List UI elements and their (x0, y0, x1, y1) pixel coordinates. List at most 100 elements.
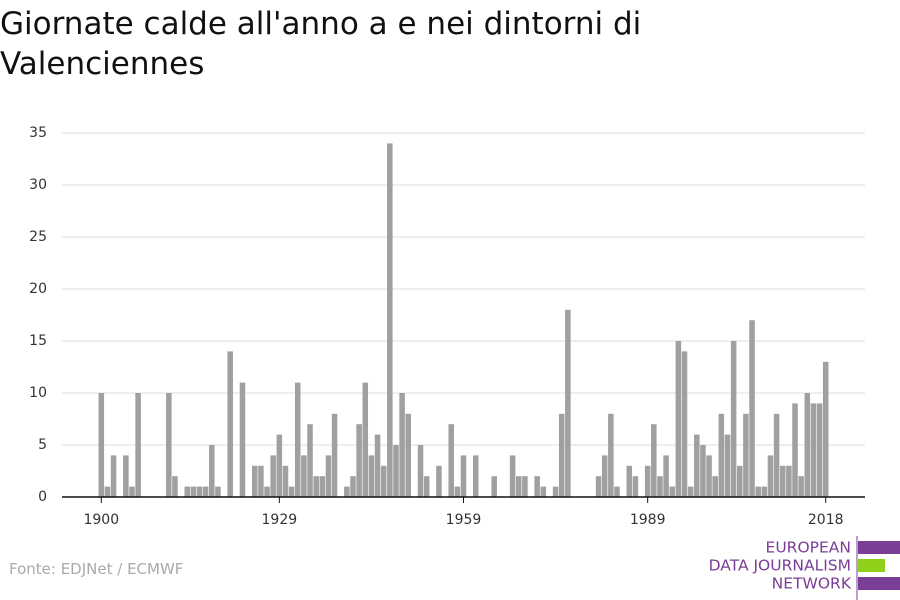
bar (135, 393, 141, 497)
bar (368, 455, 375, 497)
bar (123, 455, 129, 497)
bar (565, 309, 571, 497)
bar (792, 403, 798, 497)
bar (718, 413, 725, 497)
bar (362, 382, 369, 497)
bar (387, 143, 393, 497)
bar (227, 351, 233, 497)
bar (663, 455, 669, 497)
y-tick-label: 15 (29, 333, 47, 349)
bar (393, 445, 399, 497)
bar (460, 455, 467, 497)
bar (110, 455, 117, 497)
logo-text: NETWORK (772, 575, 852, 593)
bar (288, 486, 295, 497)
bar (313, 476, 319, 497)
y-tick-label: 5 (38, 437, 47, 453)
bar (773, 413, 780, 497)
bar (215, 486, 221, 497)
bar (436, 465, 442, 497)
bar (712, 476, 718, 497)
bar (264, 486, 270, 497)
y-tick-label: 25 (29, 229, 47, 245)
bar (822, 361, 829, 497)
bar (319, 476, 326, 497)
bar (681, 351, 688, 497)
bar (669, 486, 675, 497)
bar (184, 486, 191, 497)
bar (325, 455, 332, 497)
source: Fonte: EDJNet / ECMWF (9, 560, 184, 578)
bar (374, 434, 381, 497)
bar (380, 465, 387, 497)
bar (294, 382, 301, 497)
logo-bar (858, 541, 900, 554)
bar (258, 465, 264, 497)
bar (252, 465, 258, 497)
x-tick-label: 1900 (83, 512, 119, 528)
y-tick-label: 10 (29, 385, 47, 401)
bar (651, 424, 657, 497)
logo-text: EUROPEAN (766, 539, 851, 557)
bar (779, 465, 786, 497)
bar (202, 486, 209, 497)
bar (282, 465, 289, 497)
x-tick-label: 2018 (808, 512, 844, 528)
bar (190, 486, 197, 497)
bar (448, 424, 454, 497)
y-tick-label: 20 (29, 281, 47, 297)
bar (276, 434, 283, 497)
x-tick-label: 1989 (630, 512, 666, 528)
bar (558, 413, 565, 497)
bar (540, 486, 547, 497)
bar (209, 445, 215, 497)
bar (736, 465, 743, 497)
bar (534, 476, 540, 497)
bar (196, 486, 203, 497)
bar (614, 486, 620, 497)
bar (417, 445, 424, 497)
bar (816, 403, 823, 497)
bar (786, 465, 792, 497)
chart-title: Giornate calde all'anno a e nei dintorni… (0, 6, 642, 82)
bar (644, 465, 651, 497)
bar (350, 476, 356, 497)
bar (755, 486, 761, 497)
bar (552, 486, 559, 497)
bar (522, 476, 528, 497)
bar (344, 486, 350, 497)
logo: EUROPEAN DATA JOURNALISM NETWORK (709, 536, 900, 600)
bar (307, 424, 313, 497)
bar (724, 434, 731, 497)
bar (730, 341, 737, 497)
bar (166, 393, 172, 497)
bar (743, 413, 749, 497)
bar (515, 476, 522, 497)
bar (657, 476, 663, 497)
bar (601, 455, 608, 497)
bar (626, 465, 633, 497)
bar (767, 455, 774, 497)
bar (608, 413, 614, 497)
bar (104, 486, 111, 497)
x-tick-label: 1959 (446, 512, 482, 528)
x-tick-label: 1929 (262, 512, 298, 528)
bar (595, 476, 602, 497)
logo-text: DATA JOURNALISM (709, 557, 851, 575)
bar (761, 486, 768, 497)
logo-bar (858, 577, 900, 590)
bar (700, 445, 706, 497)
logo-bar (858, 559, 885, 572)
y-tick-label: 35 (29, 125, 47, 141)
bar (270, 455, 276, 497)
bar (399, 393, 405, 497)
bar (239, 382, 246, 497)
bar (749, 320, 755, 497)
bar (331, 413, 338, 497)
bar (405, 413, 412, 497)
bar (804, 393, 811, 497)
bar (301, 455, 307, 497)
bar (675, 341, 682, 497)
bar (423, 476, 430, 497)
